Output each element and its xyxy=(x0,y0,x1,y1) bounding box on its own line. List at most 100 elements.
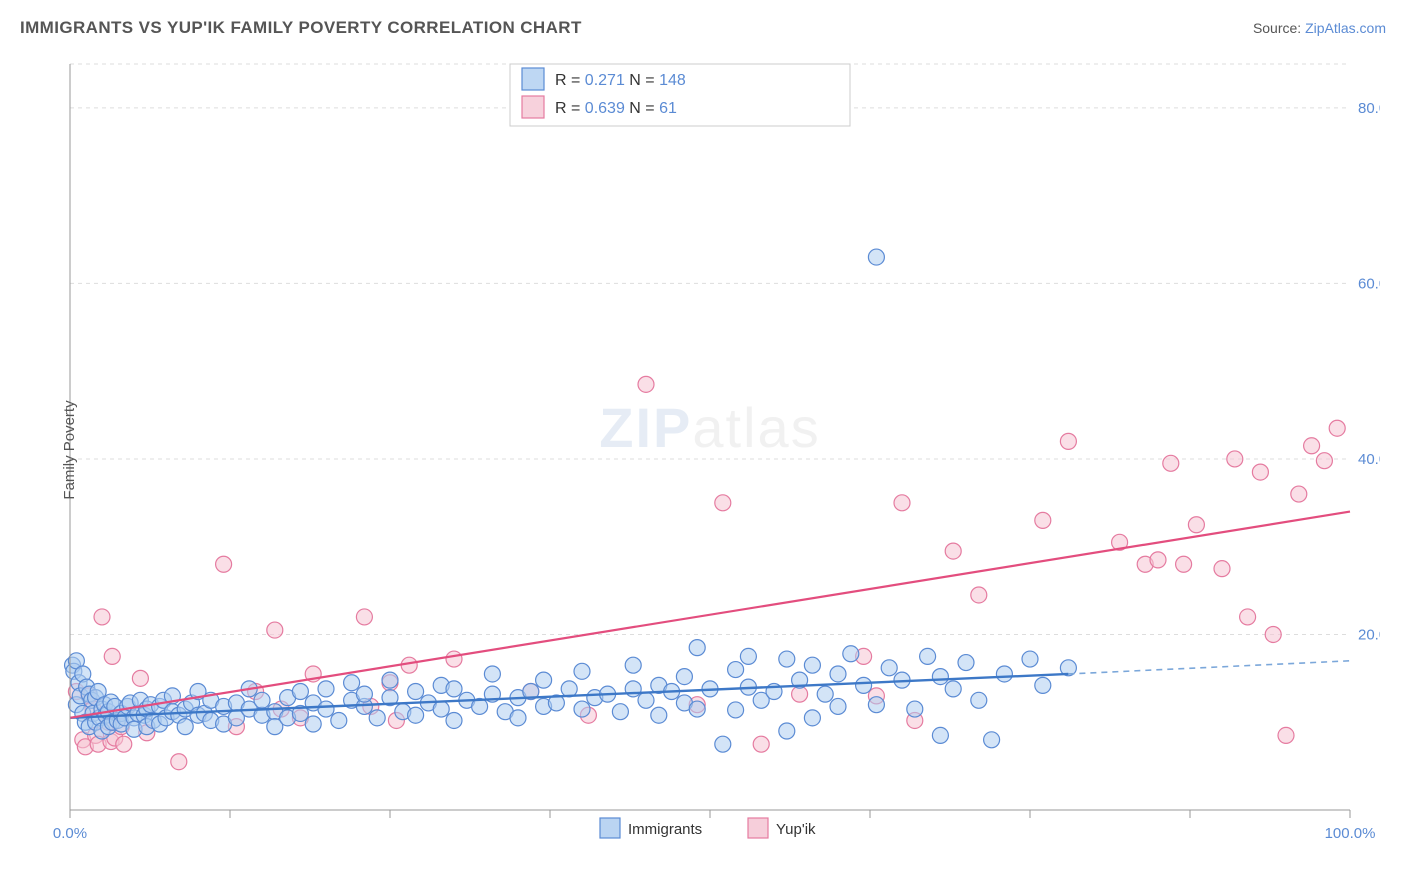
source-attribution: Source: ZipAtlas.com xyxy=(1253,20,1386,36)
data-point xyxy=(881,660,897,676)
legend-swatch xyxy=(522,68,544,90)
data-point xyxy=(920,648,936,664)
data-point xyxy=(1316,453,1332,469)
data-point xyxy=(804,657,820,673)
data-point xyxy=(177,719,193,735)
data-point xyxy=(996,666,1012,682)
data-point xyxy=(740,648,756,664)
data-point xyxy=(369,710,385,726)
data-point xyxy=(689,640,705,656)
data-point xyxy=(1176,556,1192,572)
legend-swatch xyxy=(600,818,620,838)
data-point xyxy=(958,655,974,671)
data-point xyxy=(356,686,372,702)
data-point xyxy=(1329,420,1345,436)
data-point xyxy=(1035,512,1051,528)
data-point xyxy=(715,736,731,752)
data-point xyxy=(1252,464,1268,480)
data-point xyxy=(433,701,449,717)
data-point xyxy=(318,681,334,697)
data-point xyxy=(1214,561,1230,577)
y-tick-label: 80.0% xyxy=(1358,100,1380,117)
chart-header: IMMIGRANTS VS YUP'IK FAMILY POVERTY CORR… xyxy=(20,18,1386,38)
data-point xyxy=(1022,651,1038,667)
data-point xyxy=(625,657,641,673)
data-point xyxy=(753,736,769,752)
data-point xyxy=(830,666,846,682)
chart-title: IMMIGRANTS VS YUP'IK FAMILY POVERTY CORR… xyxy=(20,18,582,38)
data-point xyxy=(984,732,1000,748)
data-point xyxy=(408,684,424,700)
data-point xyxy=(574,663,590,679)
data-point xyxy=(945,681,961,697)
data-point xyxy=(132,670,148,686)
data-point xyxy=(1265,626,1281,642)
data-point xyxy=(446,651,462,667)
chart-container: Family Poverty 20.0% 40.0% 60.0% 80.0% ZIPat… xyxy=(40,50,1380,850)
y-axis-label: Family Poverty xyxy=(61,400,78,499)
data-point xyxy=(779,723,795,739)
data-point xyxy=(830,698,846,714)
data-point xyxy=(1291,486,1307,502)
data-point xyxy=(484,666,500,682)
data-point xyxy=(1188,517,1204,533)
data-point xyxy=(267,622,283,638)
data-point xyxy=(932,727,948,743)
data-point xyxy=(638,692,654,708)
data-point xyxy=(894,495,910,511)
data-point xyxy=(612,704,628,720)
data-point xyxy=(676,669,692,685)
data-point xyxy=(1227,451,1243,467)
y-tick-label: 40.0% xyxy=(1358,451,1380,468)
source-prefix: Source: xyxy=(1253,20,1305,36)
data-point xyxy=(907,701,923,717)
data-point xyxy=(868,249,884,265)
data-point xyxy=(305,716,321,732)
data-point xyxy=(446,681,462,697)
data-point xyxy=(446,712,462,728)
data-point xyxy=(408,707,424,723)
stats-row: R = 0.639 N = 61 xyxy=(555,100,677,117)
data-point xyxy=(715,495,731,511)
data-point xyxy=(116,736,132,752)
data-point xyxy=(356,609,372,625)
x-tick-label: 0.0% xyxy=(53,825,87,842)
data-point xyxy=(1163,455,1179,471)
legend-swatch xyxy=(522,96,544,118)
data-point xyxy=(971,587,987,603)
data-point xyxy=(945,543,961,559)
data-point xyxy=(651,707,667,723)
data-point xyxy=(1240,609,1256,625)
data-point xyxy=(728,662,744,678)
data-point xyxy=(292,684,308,700)
watermark: ZIPatlas xyxy=(599,396,820,459)
y-tick-label: 60.0% xyxy=(1358,275,1380,292)
data-point xyxy=(843,646,859,662)
data-point xyxy=(689,701,705,717)
data-point xyxy=(171,754,187,770)
data-point xyxy=(104,648,120,664)
data-point xyxy=(510,710,526,726)
legend-swatch xyxy=(748,818,768,838)
data-point xyxy=(856,677,872,693)
data-point xyxy=(1304,438,1320,454)
data-point xyxy=(318,701,334,717)
stats-row: R = 0.271 N = 148 xyxy=(555,72,686,89)
data-point xyxy=(638,376,654,392)
data-point xyxy=(779,651,795,667)
scatter-chart: 20.0% 40.0% 60.0% 80.0% ZIPatlas 0.0% 100.0% R … xyxy=(40,50,1380,850)
data-point xyxy=(804,710,820,726)
data-point xyxy=(1150,552,1166,568)
data-point xyxy=(254,692,270,708)
legend-label: Immigrants xyxy=(628,821,702,838)
data-point xyxy=(1035,677,1051,693)
source-link[interactable]: ZipAtlas.com xyxy=(1305,20,1386,36)
data-point xyxy=(817,686,833,702)
data-point xyxy=(94,609,110,625)
data-point xyxy=(1060,433,1076,449)
data-point xyxy=(382,672,398,688)
data-point xyxy=(331,712,347,728)
x-tick-label: 100.0% xyxy=(1325,825,1376,842)
data-point xyxy=(574,701,590,717)
y-tick-label: 20.0% xyxy=(1358,626,1380,643)
